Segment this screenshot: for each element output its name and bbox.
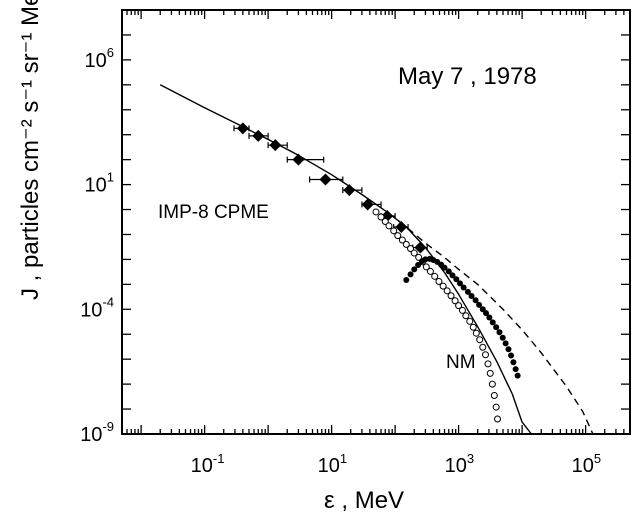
open-circle-point bbox=[431, 272, 439, 280]
open-circle-point bbox=[426, 267, 434, 275]
nm-data-point bbox=[502, 340, 509, 347]
points-layer bbox=[233, 122, 521, 423]
open-circle-point bbox=[394, 232, 402, 240]
open-circle-point bbox=[490, 391, 498, 399]
x-tick-label: 105 bbox=[572, 451, 601, 477]
imp8-data-point bbox=[361, 198, 374, 211]
imp8-data-point bbox=[269, 139, 282, 152]
nm-data-point bbox=[496, 329, 503, 336]
open-circle-point bbox=[494, 415, 502, 423]
open-circle-point bbox=[492, 403, 500, 411]
x-axis-label: ε , MeV bbox=[324, 487, 404, 514]
open-circle-point bbox=[447, 292, 455, 300]
chart-title: May 7 , 1978 bbox=[398, 63, 537, 90]
imp8-data-point bbox=[319, 173, 332, 186]
open-circle-point bbox=[422, 263, 430, 271]
open-circle-point bbox=[390, 227, 398, 235]
y-tick-exponent: 6 bbox=[107, 45, 114, 60]
y-axis-label: J , particles cm⁻² s⁻¹ sr⁻¹ MeV⁻¹ bbox=[17, 0, 44, 300]
annotation-imp8: IMP-8 CPME bbox=[158, 202, 269, 223]
nm-data-point bbox=[472, 297, 479, 304]
open-circle-point bbox=[481, 351, 489, 359]
open-circle-point bbox=[443, 287, 451, 295]
open-circle-point bbox=[455, 302, 463, 310]
nm-data-point bbox=[449, 272, 456, 279]
open-circle-point bbox=[385, 222, 393, 230]
dashed-model-curve bbox=[388, 212, 594, 435]
nm-data-point bbox=[445, 268, 452, 275]
imp8-data-point bbox=[414, 241, 427, 254]
curves-layer bbox=[159, 84, 594, 435]
nm-data-point bbox=[453, 276, 460, 283]
x-tick-exponent: 5 bbox=[594, 451, 601, 466]
y-tick-exponent: 1 bbox=[107, 170, 114, 185]
nm-data-point bbox=[505, 346, 512, 353]
open-circle-point bbox=[479, 343, 487, 351]
open-circle-point bbox=[486, 369, 494, 377]
solid-model-curve bbox=[159, 84, 532, 435]
nm-data-point bbox=[512, 366, 519, 373]
y-tick-exponent: -9 bbox=[102, 419, 114, 434]
open-circle-point bbox=[402, 240, 410, 248]
nm-data-point bbox=[456, 280, 463, 287]
open-circle-point bbox=[439, 282, 447, 290]
nm-data-point bbox=[510, 359, 517, 366]
imp8-data-point bbox=[343, 184, 356, 197]
nm-data-point bbox=[508, 352, 515, 359]
imp8-data-point bbox=[252, 129, 265, 142]
nm-data-point bbox=[499, 334, 506, 341]
imp8-data-point bbox=[292, 153, 305, 166]
open-circle-point bbox=[484, 360, 492, 368]
nm-data-point bbox=[403, 276, 410, 283]
open-circle-point bbox=[462, 312, 470, 320]
imp8-data-point bbox=[236, 122, 249, 135]
open-circle-point bbox=[410, 249, 418, 257]
nm-data-point bbox=[411, 266, 418, 273]
nm-data-point bbox=[486, 314, 493, 321]
open-circle-point bbox=[458, 306, 466, 314]
open-circle-point bbox=[466, 317, 474, 325]
open-circle-point bbox=[381, 218, 389, 226]
nm-data-point bbox=[460, 284, 467, 291]
nm-data-point bbox=[415, 261, 422, 268]
imp8-data-point bbox=[395, 220, 408, 233]
annotation-nm: NM bbox=[446, 352, 476, 373]
nm-data-point bbox=[464, 288, 471, 295]
open-circle-point bbox=[372, 208, 380, 216]
open-circle-point bbox=[407, 245, 415, 253]
open-circle-point bbox=[469, 323, 477, 331]
open-circle-point bbox=[435, 278, 443, 286]
y-tick-exponent: -4 bbox=[102, 294, 114, 309]
nm-data-point bbox=[476, 301, 483, 308]
nm-data-point bbox=[441, 264, 448, 271]
nm-data-point bbox=[493, 324, 500, 331]
open-circle-point bbox=[451, 297, 459, 305]
nm-data-point bbox=[483, 310, 490, 317]
nm-data-point bbox=[407, 271, 414, 278]
open-circle-point bbox=[398, 236, 406, 244]
plot-frame bbox=[121, 9, 631, 435]
x-tick-exponent: -1 bbox=[213, 451, 225, 466]
open-circle-point bbox=[488, 380, 496, 388]
x-tick-exponent: 1 bbox=[340, 451, 347, 466]
x-tick-exponent: 3 bbox=[467, 451, 474, 466]
open-circle-point bbox=[472, 329, 480, 337]
open-circle-point bbox=[377, 213, 385, 221]
nm-data-point bbox=[468, 293, 475, 300]
nm-data-point bbox=[514, 372, 521, 379]
open-circle-point bbox=[476, 336, 484, 344]
nm-data-point bbox=[489, 319, 496, 326]
